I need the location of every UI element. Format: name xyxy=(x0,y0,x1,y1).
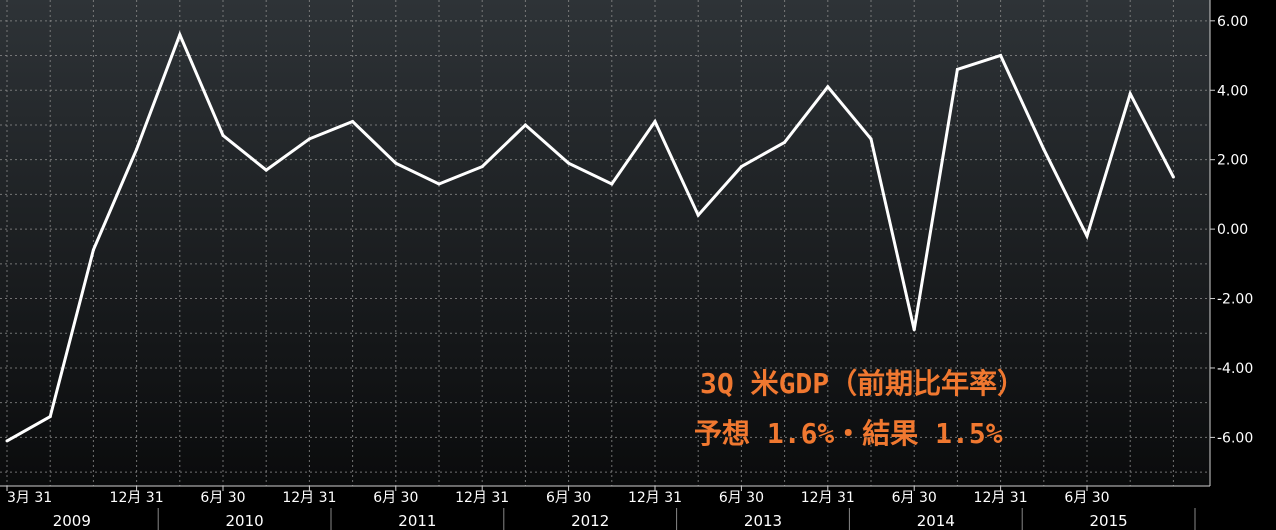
x-tick-label: 12月 31 xyxy=(974,490,1028,506)
data-point xyxy=(91,248,95,252)
data-point xyxy=(437,182,441,186)
x-tick-label: 12月 31 xyxy=(455,490,509,506)
data-point xyxy=(869,137,873,141)
data-point xyxy=(135,147,139,151)
y-tick-label: -6.00 xyxy=(1217,430,1253,446)
x-tick-label: 6月 30 xyxy=(892,490,937,506)
data-point xyxy=(1171,175,1175,179)
data-point xyxy=(567,161,571,165)
data-point xyxy=(178,33,182,37)
year-label: 2012 xyxy=(571,512,609,530)
x-tick-label: 12月 31 xyxy=(110,490,164,506)
data-point xyxy=(955,67,959,71)
x-tick-label: 6月 30 xyxy=(200,490,245,506)
data-point xyxy=(307,137,311,141)
data-point xyxy=(48,415,52,419)
data-point xyxy=(523,123,527,127)
data-point xyxy=(1128,92,1132,96)
data-point xyxy=(783,140,787,144)
y-tick-label: 0.00 xyxy=(1217,222,1248,238)
year-label: 2009 xyxy=(53,512,91,530)
y-tick-label: -2.00 xyxy=(1217,292,1253,308)
x-tick-label: 6月 30 xyxy=(1064,490,1109,506)
series-group xyxy=(5,30,1175,443)
data-point xyxy=(5,439,9,443)
annotation-line2: 予想 1.6%・結果 1.5% xyxy=(694,417,1003,450)
y-tick-label: -4.00 xyxy=(1217,361,1253,377)
data-point xyxy=(351,120,355,123)
year-labels: 2009 2010 2011 2012 2013 2014 2015 xyxy=(53,508,1196,530)
y-tick-label: 6.00 xyxy=(1217,14,1248,30)
data-point xyxy=(480,165,484,169)
data-point xyxy=(1085,234,1089,238)
year-label: 2013 xyxy=(744,512,782,530)
data-point xyxy=(264,168,268,172)
data-point xyxy=(394,161,398,165)
data-point xyxy=(826,85,830,89)
data-point xyxy=(1042,147,1046,151)
grid xyxy=(0,0,1210,486)
year-label: 2010 xyxy=(226,512,264,530)
x-axis-background xyxy=(0,486,1210,530)
annotation-line1: 3Q 米GDP（前期比年率） xyxy=(700,367,1025,400)
year-label: 2015 xyxy=(1090,512,1128,530)
data-point xyxy=(739,165,743,169)
data-point xyxy=(999,54,1003,58)
x-tick-label: 12月 31 xyxy=(801,490,855,506)
x-tick-label: 3月 31 xyxy=(7,490,52,506)
data-point xyxy=(653,120,657,123)
y-axis-ticks: 6.00 4.00 2.00 0.00 -2.00 -4.00 -6.00 xyxy=(1210,14,1253,446)
plot-background xyxy=(0,0,1210,486)
data-point xyxy=(696,213,700,217)
data-point xyxy=(221,133,225,137)
axis-background xyxy=(1210,0,1276,530)
x-axis-ticks: 3月 31 12月 31 6月 30 12月 31 6月 30 12月 31 6月 30 12… xyxy=(6,486,1110,506)
annotation-box: 3Q 米GDP（前期比年率） 予想 1.6%・結果 1.5% xyxy=(694,367,1025,450)
data-point xyxy=(912,328,916,332)
x-tick-label: 6月 30 xyxy=(373,490,418,506)
x-tick-label: 12月 31 xyxy=(628,490,682,506)
year-label: 2011 xyxy=(398,512,436,530)
y-tick-label: 4.00 xyxy=(1217,83,1248,99)
y-tick-label: 2.00 xyxy=(1217,153,1248,169)
x-tick-label: 12月 31 xyxy=(282,490,336,506)
series-line xyxy=(6,30,1175,443)
x-tick-label: 6月 30 xyxy=(546,490,591,506)
x-tick-label: 6月 30 xyxy=(719,490,764,506)
data-point xyxy=(610,182,614,186)
year-label: 2014 xyxy=(917,512,955,530)
